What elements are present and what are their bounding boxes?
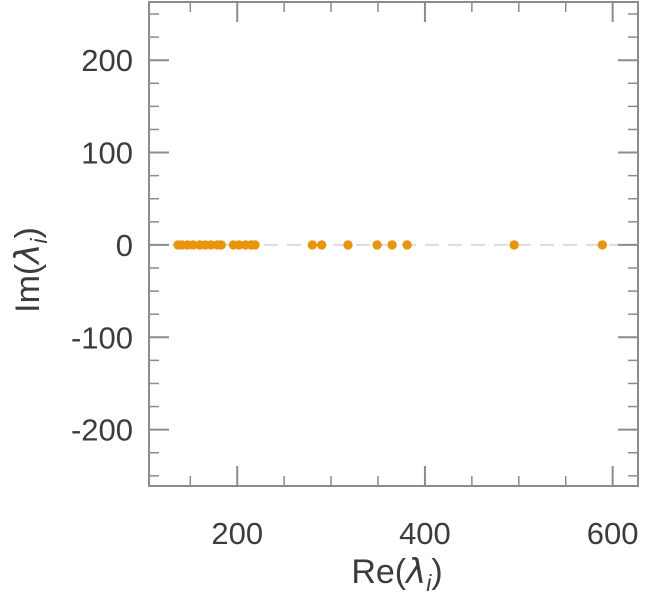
data-point (402, 240, 412, 250)
y-axis-label-subscript: i (26, 238, 52, 244)
x-axis-label-subscript: i (426, 570, 432, 596)
data-point (216, 240, 226, 250)
data-point (387, 240, 397, 250)
data-point (372, 240, 382, 250)
x-tick-label: 600 (587, 516, 639, 551)
y-axis-label: Im(λi) (8, 180, 52, 360)
x-axis-label: Re(λi) (0, 552, 645, 595)
data-point (509, 240, 519, 250)
lambda-symbol: λ (8, 243, 48, 264)
y-tick-label: -100 (71, 320, 133, 355)
data-point (343, 240, 353, 250)
x-axis-label-suffix: ) (431, 553, 443, 591)
x-tick-label: 400 (399, 516, 451, 551)
x-axis-label-prefix: Re( (351, 553, 407, 591)
y-axis-label-suffix: ) (9, 227, 47, 239)
data-point (234, 240, 244, 250)
y-tick-label: 200 (81, 43, 133, 78)
x-tick-label: 200 (211, 516, 263, 551)
data-point (250, 240, 260, 250)
y-tick-label: 100 (81, 136, 133, 171)
y-tick-label: -200 (71, 413, 133, 448)
lambda-symbol: λ (406, 552, 427, 592)
data-point (597, 240, 608, 250)
data-point (188, 240, 198, 250)
data-point (307, 240, 318, 250)
y-tick-label: 0 (116, 228, 133, 263)
y-axis-label-prefix: Im( (9, 263, 47, 313)
data-point (206, 240, 216, 250)
data-point (316, 240, 327, 250)
